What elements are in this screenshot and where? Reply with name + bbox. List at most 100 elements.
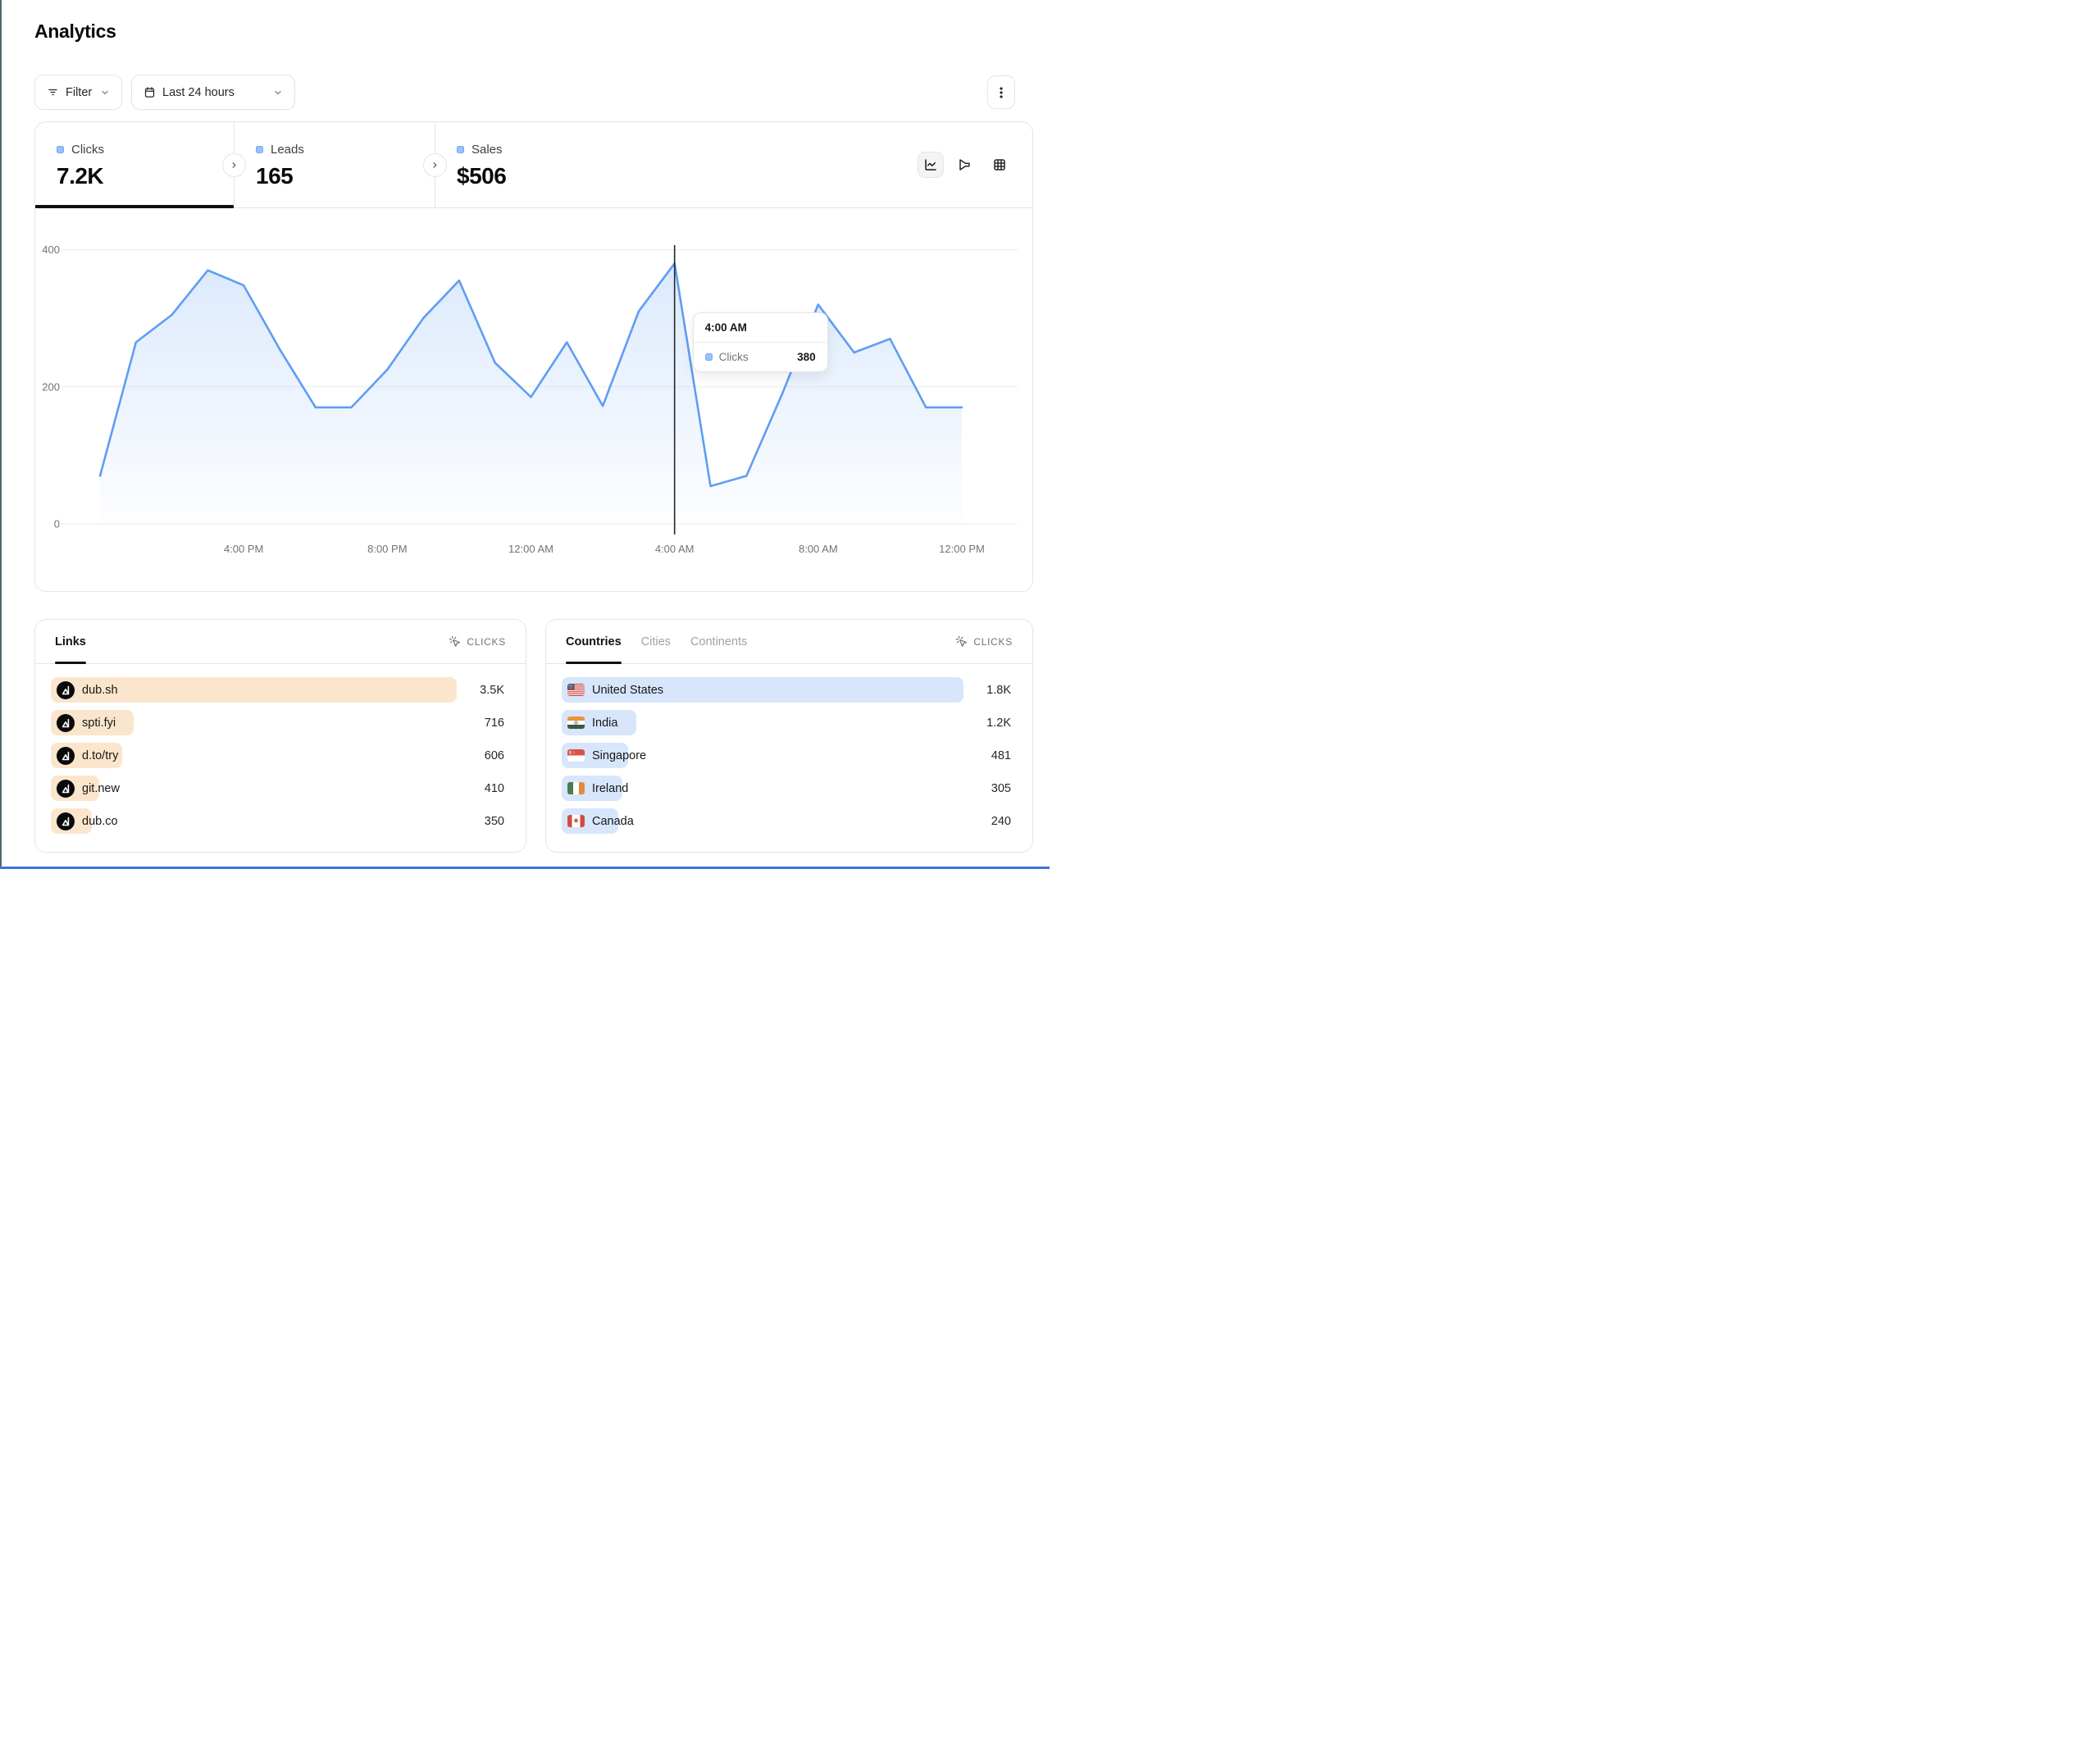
value-bar-track: spti.fyi xyxy=(51,710,457,735)
stats-tabs-row: Clicks 7.2K Leads 165 Sales $506 xyxy=(35,122,1032,208)
row-content: Ireland xyxy=(567,776,628,801)
date-range-button[interactable]: Last 24 hours xyxy=(131,75,295,110)
row-label: Canada xyxy=(592,814,634,828)
list-item[interactable]: United States 1.8K xyxy=(562,677,1011,703)
value-bar-track: Canada xyxy=(562,808,963,834)
value-bar-track: Singapore xyxy=(562,743,963,768)
list-item[interactable]: Ireland 305 xyxy=(562,776,1011,801)
row-content: United States xyxy=(567,677,663,703)
row-content: d.to/try xyxy=(57,743,118,768)
chart-tooltip: 4:00 AM Clicks 380 xyxy=(692,312,828,372)
row-label: Singapore xyxy=(592,748,647,762)
flag-in xyxy=(567,717,585,729)
dub-logo xyxy=(57,746,75,765)
flag-ca xyxy=(567,815,585,827)
chevron-down-icon xyxy=(273,88,283,98)
value-bar xyxy=(562,677,963,703)
row-value: 1.8K xyxy=(986,683,1011,697)
tab-clicks-value: 7.2K xyxy=(57,163,104,189)
dub-logo xyxy=(57,779,75,798)
tab-links[interactable]: Links xyxy=(55,620,86,664)
tooltip-series-marker xyxy=(704,353,713,361)
row-content: dub.sh xyxy=(57,677,118,703)
row-value: 410 xyxy=(484,781,504,795)
tooltip-series-label: Clicks xyxy=(718,351,749,363)
filter-icon xyxy=(47,86,59,98)
links-panel-header: Links CLICKS xyxy=(35,620,526,664)
list-item[interactable]: dub.co 350 xyxy=(51,808,504,834)
list-item[interactable]: spti.fyi 716 xyxy=(51,710,504,735)
tab-clicks[interactable]: Clicks 7.2K xyxy=(35,122,234,208)
list-item[interactable]: India 1.2K xyxy=(562,710,1011,735)
clicks-time-series-chart[interactable]: 0 200 400 4:00 PM 8:00 PM 12:00 AM 4:00 AM 8:00… xyxy=(35,209,1032,592)
mouse-pointer-click-icon xyxy=(955,635,968,648)
funnel-view-button[interactable] xyxy=(952,152,978,178)
x-axis-tick-label: 8:00 AM xyxy=(799,543,838,555)
kebab-icon xyxy=(995,86,1007,99)
active-tab-underline xyxy=(35,205,234,208)
row-label: India xyxy=(592,716,618,730)
screen-edge-bottom xyxy=(0,867,1050,869)
dub-logo xyxy=(57,680,75,699)
filter-button-label: Filter xyxy=(66,85,93,99)
value-bar-track: India xyxy=(562,710,963,735)
row-label: git.new xyxy=(82,781,120,795)
row-value: 606 xyxy=(484,748,504,762)
tab-sales-value: $506 xyxy=(457,163,507,189)
filter-button[interactable]: Filter xyxy=(34,75,123,110)
expand-sales-button[interactable] xyxy=(423,153,447,177)
flag-us xyxy=(567,684,585,696)
table-view-button[interactable] xyxy=(986,152,1013,178)
links-panel: Links CLICKS dub.sh 3.5K spti.fyi 716 d.to/t… xyxy=(34,619,526,853)
line-chart-view-button[interactable] xyxy=(918,152,944,178)
tooltip-time: 4:00 AM xyxy=(693,313,827,343)
tab-continents[interactable]: Continents xyxy=(690,635,748,648)
x-axis-tick-label: 4:00 AM xyxy=(655,543,695,555)
more-options-button[interactable] xyxy=(987,75,1015,109)
tab-leads[interactable]: Leads 165 xyxy=(235,122,435,208)
y-axis-tick-label: 200 xyxy=(42,380,60,393)
x-axis-tick-label: 12:00 PM xyxy=(939,543,985,555)
calendar-icon xyxy=(143,86,156,98)
list-item[interactable]: d.to/try 606 xyxy=(51,743,504,768)
clicks-line xyxy=(98,262,963,488)
list-item[interactable]: Canada 240 xyxy=(562,808,1011,834)
list-item[interactable]: Singapore 481 xyxy=(562,743,1011,768)
row-content: Canada xyxy=(567,808,634,834)
tab-leads-label: Leads xyxy=(271,143,304,157)
y-axis-tick-label: 400 xyxy=(42,243,60,256)
area-fill xyxy=(100,263,962,524)
dub-logo xyxy=(57,713,75,732)
dub-logo xyxy=(57,812,75,830)
screen-edge-left xyxy=(0,0,2,869)
x-axis-tick-label: 12:00 AM xyxy=(508,543,553,555)
row-value: 350 xyxy=(484,814,504,828)
tab-sales[interactable]: Sales $506 xyxy=(435,122,635,208)
links-metric-selector[interactable]: CLICKS xyxy=(449,620,506,663)
value-bar-track: d.to/try xyxy=(51,743,457,768)
row-label: Ireland xyxy=(592,781,629,795)
links-metric-label: CLICKS xyxy=(467,635,506,648)
row-value: 240 xyxy=(991,814,1011,828)
geo-panel-header: Countries Cities Continents CLICKS xyxy=(546,620,1032,664)
list-item[interactable]: git.new 410 xyxy=(51,776,504,801)
geo-metric-label: CLICKS xyxy=(973,635,1013,648)
expand-leads-button[interactable] xyxy=(222,153,246,177)
row-value: 305 xyxy=(991,781,1011,795)
flag-sg xyxy=(567,749,585,762)
geo-list: United States 1.8K India 1.2K Singapore 481 Ir… xyxy=(546,664,1032,834)
row-value: 3.5K xyxy=(480,683,504,697)
geo-panel: Countries Cities Continents CLICKS United … xyxy=(545,619,1033,853)
clicks-series-marker xyxy=(57,146,64,153)
x-axis-tick-label: 4:00 PM xyxy=(224,543,263,555)
row-label: dub.co xyxy=(82,814,118,828)
controls-bar: Filter Last 24 hours xyxy=(34,75,1015,110)
list-item[interactable]: dub.sh 3.5K xyxy=(51,677,504,703)
flag-ie xyxy=(567,782,585,794)
row-content: India xyxy=(567,710,617,735)
geo-metric-selector[interactable]: CLICKS xyxy=(955,620,1013,663)
tab-countries[interactable]: Countries xyxy=(566,620,622,664)
row-label: dub.sh xyxy=(82,683,118,697)
value-bar-track: dub.co xyxy=(51,808,457,834)
tab-cities[interactable]: Cities xyxy=(640,635,671,648)
